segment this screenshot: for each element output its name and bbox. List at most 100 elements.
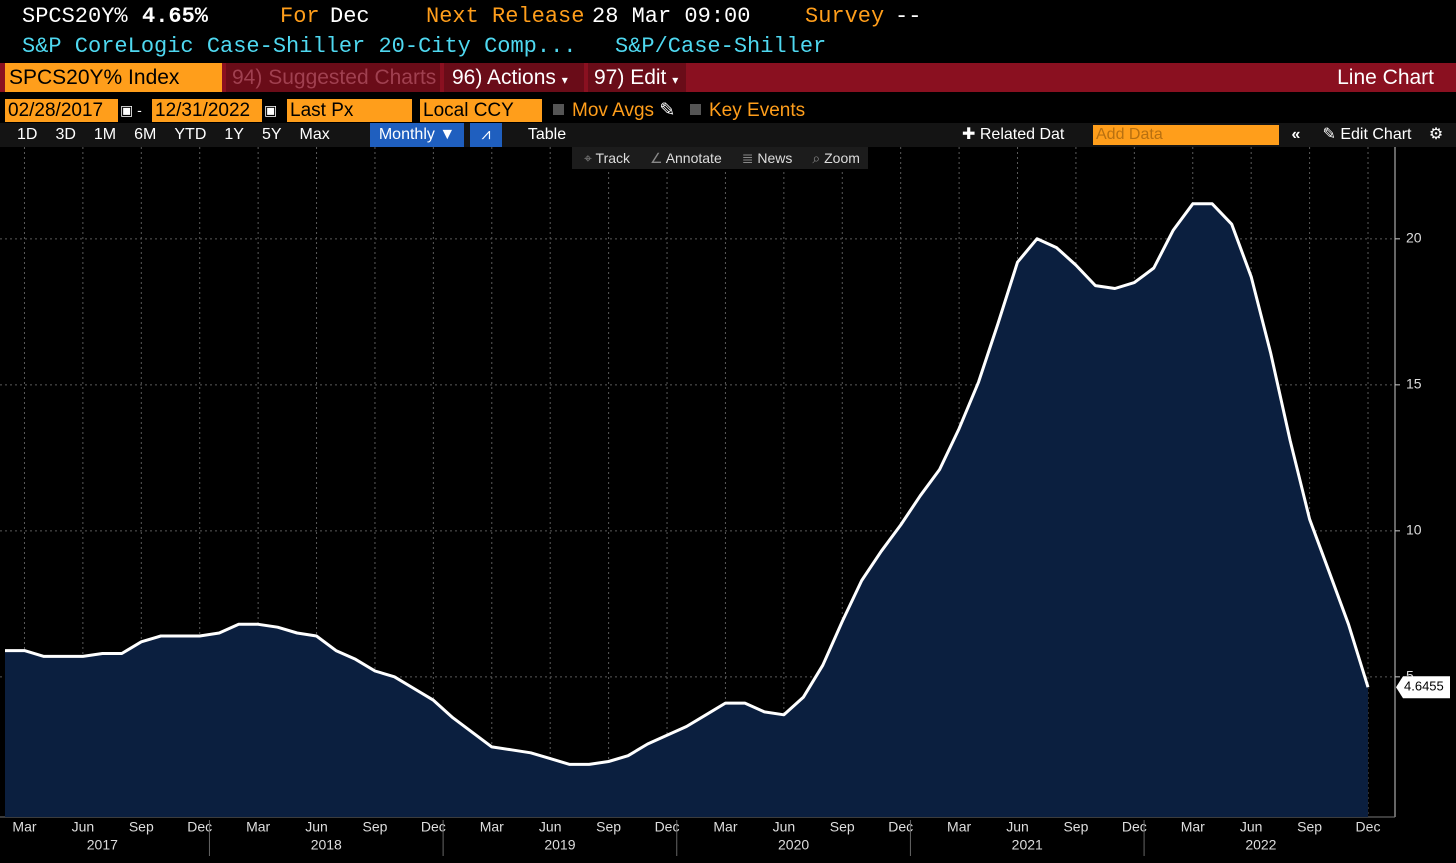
period-button[interactable]: 1D [17, 126, 38, 143]
period-button[interactable]: 1M [93, 126, 117, 143]
tool-label: Track [595, 150, 631, 166]
end-date[interactable]: 12/31/2022 [152, 99, 262, 122]
line-icon[interactable]: ⩘ [470, 123, 502, 147]
mov-avgs[interactable]: Mov Avgs ✎ [553, 99, 675, 122]
actions-menu[interactable]: 96) Actions ▾ [444, 63, 584, 92]
key-events-label: Key Events [709, 100, 806, 121]
table-button[interactable]: Table [527, 126, 567, 143]
field-select[interactable]: Last Px [287, 99, 412, 122]
last-value-box [1396, 676, 1450, 699]
x-tick-label: Jun [305, 819, 328, 835]
x-tick-label: Mar [947, 819, 971, 835]
survey-label: Survey [805, 4, 885, 29]
key-events[interactable]: Key Events [690, 99, 805, 122]
tool-icon: ∠ [650, 150, 666, 166]
x-tick-label: Mar [480, 819, 504, 835]
period-button[interactable]: YTD [174, 126, 207, 143]
tool-icon: ≣ [741, 150, 758, 166]
period-buttons: 1D 3D 1M 6M YTD 1Y 5Y Max [8, 123, 339, 147]
tool-button[interactable]: ⌕ Zoom [800, 150, 868, 166]
year-label: 2019 [544, 837, 575, 853]
area [5, 203, 1368, 818]
security-name: S&P CoreLogic Case-Shiller 20-City Comp.… [22, 34, 577, 59]
mov-avgs-label: Mov Avgs [572, 100, 655, 121]
calendar-icon[interactable]: ▣ - [120, 102, 142, 118]
y-tick-label: 15 [1406, 376, 1422, 392]
edit-chart[interactable]: ✎ Edit Chart [1322, 126, 1412, 143]
next-label: Next Release [426, 4, 585, 29]
edit-chart-label: Edit Chart [1340, 126, 1412, 143]
settings[interactable]: ⚙ [1428, 126, 1444, 143]
x-tick-label: Dec [187, 819, 212, 835]
last-value: 4.65% [142, 4, 209, 29]
add-data-input[interactable]: Add Data [1093, 125, 1279, 145]
x-tick-label: Jun [72, 819, 95, 835]
chart-type: Line Chart [1337, 66, 1434, 89]
period-button[interactable]: 3D [55, 126, 76, 143]
tool-button[interactable]: ⌖ Track [572, 150, 638, 166]
x-tick-label: Jun [1006, 819, 1029, 835]
chart-tools: ⌖ Track ∠ Annotate ≣ News ⌕ Zoom [572, 147, 868, 169]
year-label: 2017 [87, 837, 118, 853]
frequency-label: Monthly [378, 126, 435, 143]
period-button[interactable]: 5Y [261, 126, 282, 143]
menu-num: 94) [232, 66, 263, 89]
collapse[interactable]: « [1291, 126, 1301, 143]
tool-label: Zoom [824, 150, 860, 166]
survey-value: -- [895, 4, 922, 29]
currency-select[interactable]: Local CCY [420, 99, 542, 122]
last-value-label: 4.6455 [1404, 679, 1444, 694]
x-tick-label: Sep [596, 819, 621, 835]
x-tick-label: Jun [773, 819, 796, 835]
edit-menu[interactable]: 97) Edit ▾ [588, 63, 686, 92]
year-label: 2018 [311, 837, 342, 853]
for-label: For [280, 4, 320, 29]
calendar-icon[interactable]: ▣ [264, 102, 278, 118]
tool-icon: ⌖ [584, 150, 596, 166]
x-tick-label: Sep [1063, 819, 1088, 835]
tool-label: News [757, 150, 793, 166]
menu-num: 97) [594, 66, 625, 89]
next-value: 28 Mar 09:00 [592, 4, 751, 29]
menu-label: Actions [487, 66, 556, 89]
controls-row: 02/28/2017 ▣ - 12/31/2022 ▣ Last Px Loca… [0, 97, 1456, 123]
y-tick-label: 20 [1406, 230, 1422, 246]
x-tick-label: Dec [1122, 819, 1147, 835]
start-date[interactable]: 02/28/2017 [5, 99, 118, 122]
suggested-charts[interactable]: 94) Suggested Charts [226, 63, 440, 92]
x-tick-label: Sep [129, 819, 154, 835]
tool-label: Annotate [665, 150, 722, 166]
tool-button[interactable]: ≣ News [730, 150, 801, 166]
x-tick-label: Jun [1240, 819, 1263, 835]
x-tick-label: Dec [421, 819, 446, 835]
tool-icon: ⌕ [812, 150, 825, 166]
x-tick-label: Dec [1356, 819, 1381, 835]
x-tick-label: Sep [362, 819, 387, 835]
x-tick-label: Mar [713, 819, 737, 835]
line [5, 202, 1370, 766]
x-tick-label: Dec [655, 819, 680, 835]
related-data[interactable]: ✚ Related Dat [962, 126, 1065, 143]
frequency-select[interactable]: Monthly ▼ [370, 123, 464, 147]
tool-button[interactable]: ∠ Annotate [638, 150, 730, 166]
period-button[interactable]: 6M [134, 126, 157, 143]
y-tick-label: 5 [1406, 668, 1414, 684]
x-tick-label: Jun [539, 819, 562, 835]
period-button[interactable]: Max [299, 126, 330, 143]
y-tick-label: 10 [1406, 522, 1422, 538]
ticker: SPCS20Y% [22, 4, 128, 29]
menu-bar: SPCS20Y% Index 94) Suggested Charts 96) … [0, 63, 1456, 92]
for-value: Dec [330, 4, 370, 29]
x-tick-label: Dec [888, 819, 913, 835]
security-input[interactable]: SPCS20Y% Index [5, 63, 222, 92]
year-label: 2020 [778, 837, 809, 853]
menu-label: Edit [630, 66, 667, 89]
x-tick-label: Sep [1297, 819, 1322, 835]
year-label: 2021 [1012, 837, 1043, 853]
period-button[interactable]: 1Y [224, 126, 244, 143]
related-label: Related Dat [979, 126, 1065, 143]
menu-num: 96) [452, 66, 483, 89]
x-tick-label: Mar [12, 819, 36, 835]
